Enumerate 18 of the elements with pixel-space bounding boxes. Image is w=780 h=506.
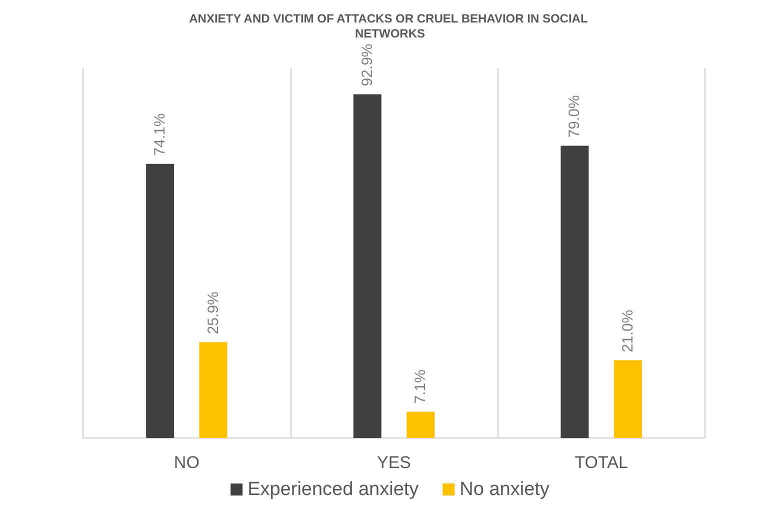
data-label: 79.0%: [566, 95, 584, 138]
data-label: 7.1%: [412, 370, 430, 404]
chart-title: ANXIETY AND VICTIM OF ATTACKS OR CRUEL BEHAVIOR IN SOCIAL NETWORKS: [189, 12, 591, 40]
bar: [560, 146, 589, 438]
legend-label: No anxiety: [460, 479, 550, 500]
data-label: 92.9%: [358, 44, 376, 86]
x-tick-label: TOTAL: [574, 453, 628, 472]
bar: [199, 342, 228, 438]
data-label: 21.0%: [619, 310, 636, 352]
x-tick-label: YES: [376, 453, 412, 472]
data-label: 25.9%: [204, 292, 222, 334]
bar: [146, 164, 174, 438]
data-label: 74.1%: [152, 113, 169, 156]
x-tick-label: NO: [174, 453, 200, 472]
legend-label: Experienced anxiety: [248, 479, 420, 500]
bar: [353, 94, 382, 438]
bar: [614, 360, 642, 438]
bar: [406, 412, 435, 438]
